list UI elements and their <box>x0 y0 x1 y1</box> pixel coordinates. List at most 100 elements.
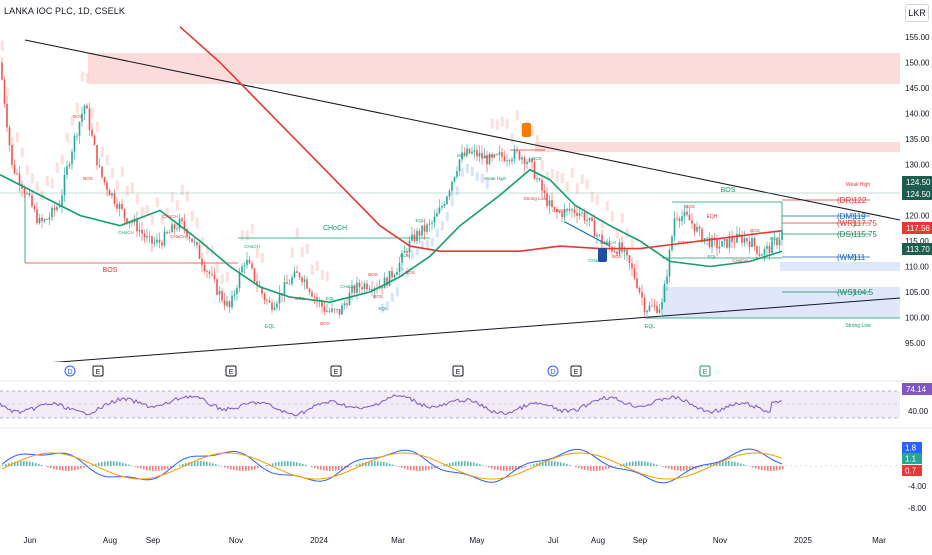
macd-histogram-bar <box>392 465 394 466</box>
candle-body <box>366 284 368 290</box>
macd-histogram-bar <box>305 465 307 466</box>
macd-histogram-bar <box>278 462 280 466</box>
candle-body <box>626 250 628 255</box>
trail-band <box>531 126 534 136</box>
macd-histogram-bar <box>194 461 196 466</box>
candle-body <box>101 167 103 178</box>
currency-button[interactable]: LKR <box>905 4 929 22</box>
price-tick-label: 135.00 <box>905 135 930 144</box>
structure-tag: BOS <box>73 114 83 119</box>
candle-body <box>394 275 396 277</box>
candle-body <box>651 306 653 307</box>
trail-band <box>256 248 259 258</box>
candle-body <box>149 236 151 237</box>
macd-histogram-bar <box>311 466 313 467</box>
candle-body <box>521 157 523 159</box>
candle-body <box>769 246 771 253</box>
candle-body <box>136 219 138 231</box>
macd-histogram-bar <box>371 461 373 466</box>
macd-histogram-bar <box>554 461 556 466</box>
candle-body <box>596 235 598 237</box>
macd-histogram-bar <box>161 466 163 470</box>
candle-body <box>441 206 443 207</box>
macd-histogram-bar <box>239 466 241 471</box>
candle-body <box>279 293 281 303</box>
structure-tag: EQH <box>457 153 467 158</box>
candle-body <box>91 130 93 136</box>
candle-body <box>399 263 401 272</box>
structure-tag: BOS <box>83 176 93 181</box>
candle-body <box>576 213 578 216</box>
candle-body <box>446 197 448 204</box>
trail-band <box>626 228 629 238</box>
candle-body <box>724 239 726 241</box>
macd-histogram-bar <box>218 465 220 466</box>
structure-tag: CHoCH <box>162 214 178 219</box>
structure-label: BOS <box>721 187 736 194</box>
candle-body <box>571 209 573 210</box>
candle-body <box>331 309 333 312</box>
candle-body <box>124 209 126 219</box>
macd-histogram-bar <box>65 466 67 471</box>
candle-body <box>244 265 246 266</box>
candle-body <box>99 165 101 166</box>
trail-band <box>196 218 199 228</box>
macd-histogram-bar <box>299 463 301 466</box>
candle-body <box>451 182 453 191</box>
macd-histogram-bar <box>461 461 463 466</box>
trail-band <box>296 228 299 238</box>
macd-histogram-bar <box>737 463 739 466</box>
structure-tag: BOS <box>295 296 305 301</box>
macd-histogram-bar <box>62 466 64 471</box>
macd-histogram-bar <box>404 466 406 469</box>
macd-histogram-bar <box>134 466 136 467</box>
macd-histogram-bar <box>56 466 58 470</box>
macd-histogram-bar <box>773 466 775 471</box>
candle-body <box>111 193 113 195</box>
price-tick-label: 155.00 <box>905 33 930 42</box>
candle-body <box>106 182 108 190</box>
macd-histogram-bar <box>203 461 205 466</box>
structure-tag: BOS <box>750 228 760 233</box>
macd-histogram-bar <box>5 464 7 466</box>
macd-histogram-bar <box>479 464 481 466</box>
level-value: 104.5 <box>853 288 874 297</box>
trail-band <box>306 244 309 254</box>
candle-body <box>226 301 228 305</box>
trail-band <box>181 185 184 195</box>
candle-body <box>424 225 426 231</box>
macd-histogram-bar <box>254 466 256 469</box>
candle-body <box>579 213 581 216</box>
macd-histogram-bar <box>122 463 124 466</box>
macd-histogram-bar <box>680 466 682 471</box>
macd-histogram-bar <box>116 461 118 466</box>
candle-body <box>666 276 668 283</box>
trail-band <box>591 192 594 202</box>
candle-body <box>621 242 623 251</box>
candle-body <box>694 224 696 232</box>
macd-histogram-bar <box>605 466 607 469</box>
candle-body <box>209 272 211 274</box>
macd-histogram-bar <box>614 466 616 467</box>
level-value: 115.75 <box>853 230 877 239</box>
candle-body <box>61 195 63 206</box>
candle-body <box>156 240 158 243</box>
macd-histogram-bar <box>26 461 28 466</box>
candle-body <box>589 218 591 220</box>
candle-body <box>449 191 451 197</box>
macd-histogram-bar <box>242 466 244 471</box>
structure-tag: CHoCH <box>552 208 568 213</box>
trail-band <box>146 205 149 215</box>
candle-body <box>641 292 643 298</box>
macd-histogram-bar <box>401 466 403 468</box>
trail-band <box>46 176 49 186</box>
macd-histogram-bar <box>728 461 730 466</box>
trail-band <box>51 178 54 188</box>
candle-body <box>674 218 676 236</box>
macd-histogram-bar <box>686 466 688 471</box>
candle-body <box>286 282 288 284</box>
time-tick-label: Nov <box>229 536 243 545</box>
candle-body <box>721 241 723 247</box>
